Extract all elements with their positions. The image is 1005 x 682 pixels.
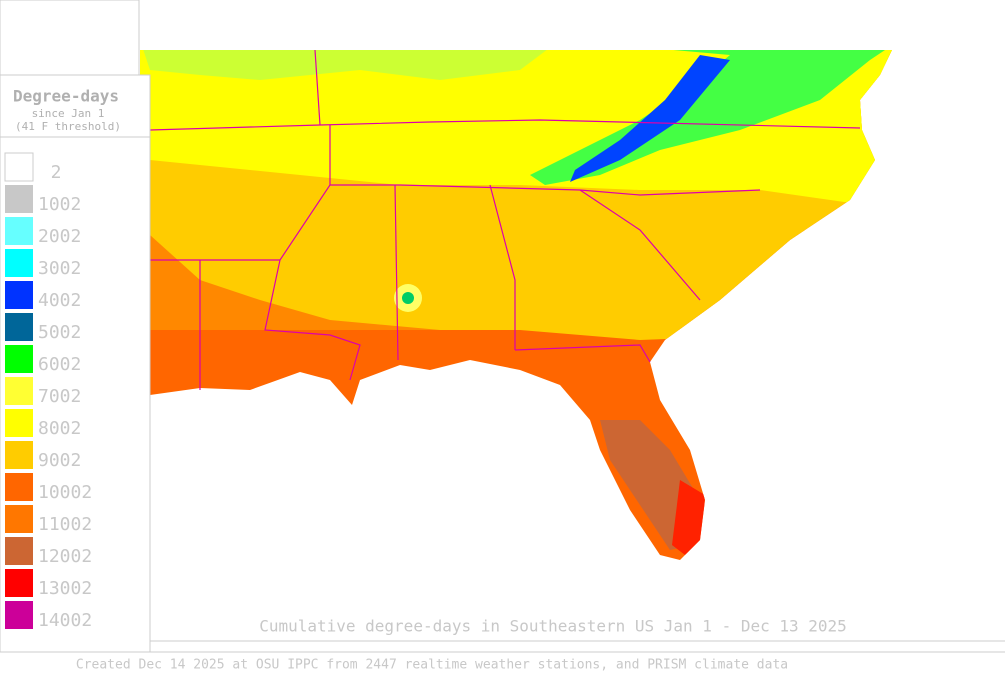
legend-swatch xyxy=(5,409,33,437)
legend-swatch xyxy=(5,569,33,597)
footer-note: Created Dec 14 2025 at OSU IPPC from 244… xyxy=(76,658,788,673)
legend-label: 2 xyxy=(51,162,62,183)
legend-label: 4002 xyxy=(38,290,81,311)
legend-swatch xyxy=(5,601,33,629)
legend-label: 5002 xyxy=(38,322,81,343)
corner-box xyxy=(0,0,140,76)
legend-swatch xyxy=(5,505,33,533)
map-caption: Cumulative degree-days in Southeastern U… xyxy=(259,617,847,636)
legend-swatch xyxy=(5,345,33,373)
legend-swatch xyxy=(5,473,33,501)
legend-swatch xyxy=(5,281,33,309)
legend-label: 8002 xyxy=(38,418,81,439)
legend-label: 14002 xyxy=(38,610,92,631)
map-land xyxy=(140,50,892,560)
legend-label: 1002 xyxy=(38,194,81,215)
legend-subtitle: since Jan 1 xyxy=(32,107,105,120)
legend-label: 7002 xyxy=(38,386,81,407)
legend-subtitle: (41 F threshold) xyxy=(15,120,121,133)
legend-label: 9002 xyxy=(38,450,81,471)
legend-label: 13002 xyxy=(38,578,92,599)
legend-label: 3002 xyxy=(38,258,81,279)
legend-swatch xyxy=(5,377,33,405)
legend-swatch xyxy=(5,185,33,213)
legend-label: 2002 xyxy=(38,226,81,247)
legend-label: 12002 xyxy=(38,546,92,567)
legend-swatch xyxy=(5,537,33,565)
legend-swatch xyxy=(5,217,33,245)
legend-swatch xyxy=(5,313,33,341)
legend-items: 2 1002 2002 3002 4002 5002 6002 7002 8002 9002 100… xyxy=(4,152,92,631)
legend-swatch xyxy=(5,249,33,277)
legend-swatch xyxy=(4,152,34,182)
legend-label: 10002 xyxy=(38,482,92,503)
legend-swatch xyxy=(5,441,33,469)
legend-label: 6002 xyxy=(38,354,81,375)
legend-title: Degree-days xyxy=(13,87,119,106)
legend-label: 11002 xyxy=(38,514,92,535)
state-borders xyxy=(149,49,861,390)
